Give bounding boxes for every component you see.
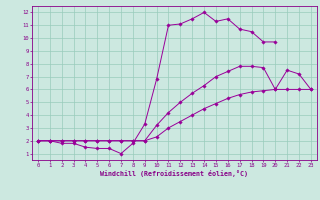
X-axis label: Windchill (Refroidissement éolien,°C): Windchill (Refroidissement éolien,°C) [100,170,248,177]
